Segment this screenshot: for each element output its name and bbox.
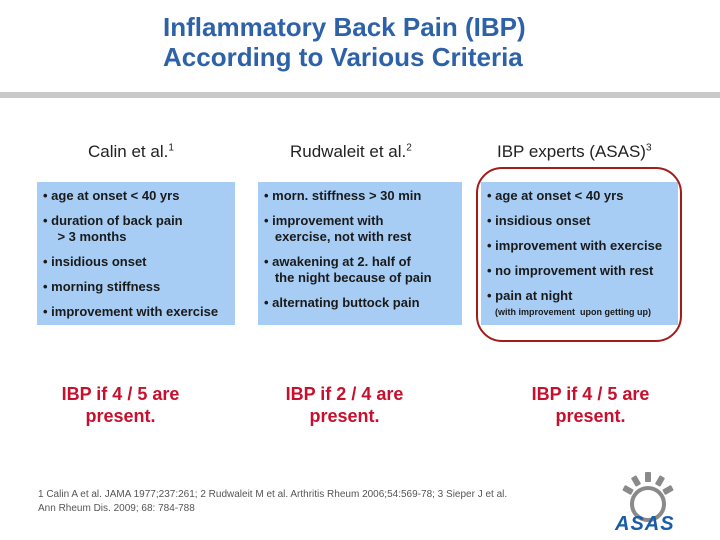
criterion: • morning stiffness: [43, 279, 161, 294]
criterion: • duration of back pain: [43, 213, 183, 228]
logo-text: ASAS: [615, 513, 675, 535]
criterion: • pain at night: [487, 288, 573, 303]
reference-mark: 1: [168, 142, 174, 154]
criteria-box-rudwaleit: • morn. stiffness > 30 min • improvement…: [258, 182, 462, 325]
criterion: • no improvement with rest: [487, 263, 654, 278]
slide-title: Inflammatory Back Pain (IBP) According t…: [163, 12, 683, 72]
slide-title-line1: Inflammatory Back Pain (IBP): [163, 12, 526, 42]
criterion: • improvement with exercise: [487, 238, 663, 253]
criteria-box-asas: • age at onset < 40 yrs • insidious onse…: [481, 182, 678, 325]
criterion: • insidious onset: [43, 254, 147, 269]
title-divider: [0, 92, 720, 98]
criterion-continuation: > 3 months: [43, 229, 127, 244]
highlight-ring: [476, 167, 682, 342]
criterion-note: (with improvement upon getting up): [495, 307, 651, 317]
column-heading-rudwaleit: Rudwaleit et al.2: [290, 142, 412, 162]
criterion: • awakening at 2. half of: [264, 254, 411, 269]
slide-title-line2: According to Various Criteria: [163, 42, 523, 72]
column-heading-calin: Calin et al.1: [88, 142, 174, 162]
criterion: • morn. stiffness > 30 min: [264, 188, 422, 203]
criterion: • age at onset < 40 yrs: [487, 188, 624, 203]
criterion: • improvement with: [264, 213, 384, 228]
criterion-continuation: the night because of pain: [264, 270, 432, 285]
criterion: • insidious onset: [487, 213, 591, 228]
reference-mark: 3: [645, 142, 652, 154]
criteria-box-calin: • age at onset < 40 yrs • duration of ba…: [37, 182, 235, 325]
column-heading-text: IBP experts (ASAS): [497, 142, 646, 161]
column-heading-text: Calin et al.: [88, 142, 169, 161]
verdict-calin: IBP if 4 / 5 are present.: [61, 384, 180, 426]
reference-line: 1 Calin A et al. JAMA 1977;237:261; 2 Ru…: [38, 489, 508, 500]
verdict-rudwaleit: IBP if 2 / 4 are present.: [285, 384, 404, 426]
criterion: • alternating buttock pain: [264, 295, 420, 310]
column-heading-asas: IBP experts (ASAS)3: [497, 142, 652, 162]
column-heading-text: Rudwaleit et al.: [290, 142, 407, 161]
criterion: • improvement with exercise: [43, 304, 219, 319]
reference-mark: 2: [406, 142, 412, 154]
criterion-continuation: exercise, not with rest: [264, 229, 412, 244]
references: 1 Calin A et al. JAMA 1977;237:261; 2 Ru…: [38, 488, 608, 516]
asas-logo-icon: [622, 472, 674, 522]
criterion: • age at onset < 40 yrs: [43, 188, 180, 203]
reference-line: Ann Rheum Dis. 2009; 68: 784-788: [38, 503, 195, 514]
verdict-asas: IBP if 4 / 5 are present.: [531, 384, 650, 426]
